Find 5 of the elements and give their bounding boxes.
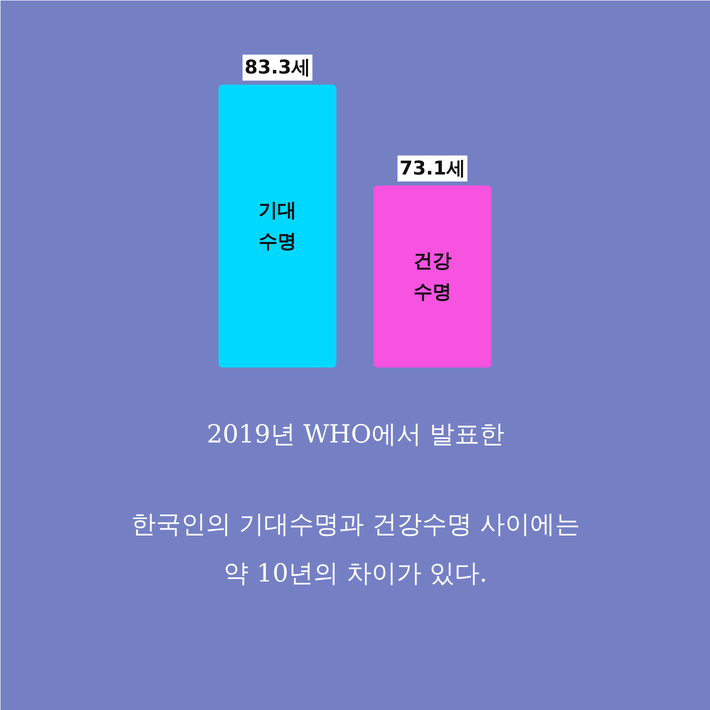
x-tick-label: 건강 수명	[413, 250, 452, 303]
x-tick-label: 기대 수명	[258, 200, 296, 252]
data-label: 83.3세	[244, 56, 310, 79]
data-label: 73.1세	[400, 157, 466, 180]
chart-title: 2019년 WHO에서 발표한 한국인의 기대수명과 건강수명 사이에는 약 10년의 차이가 있다.	[131, 420, 580, 588]
